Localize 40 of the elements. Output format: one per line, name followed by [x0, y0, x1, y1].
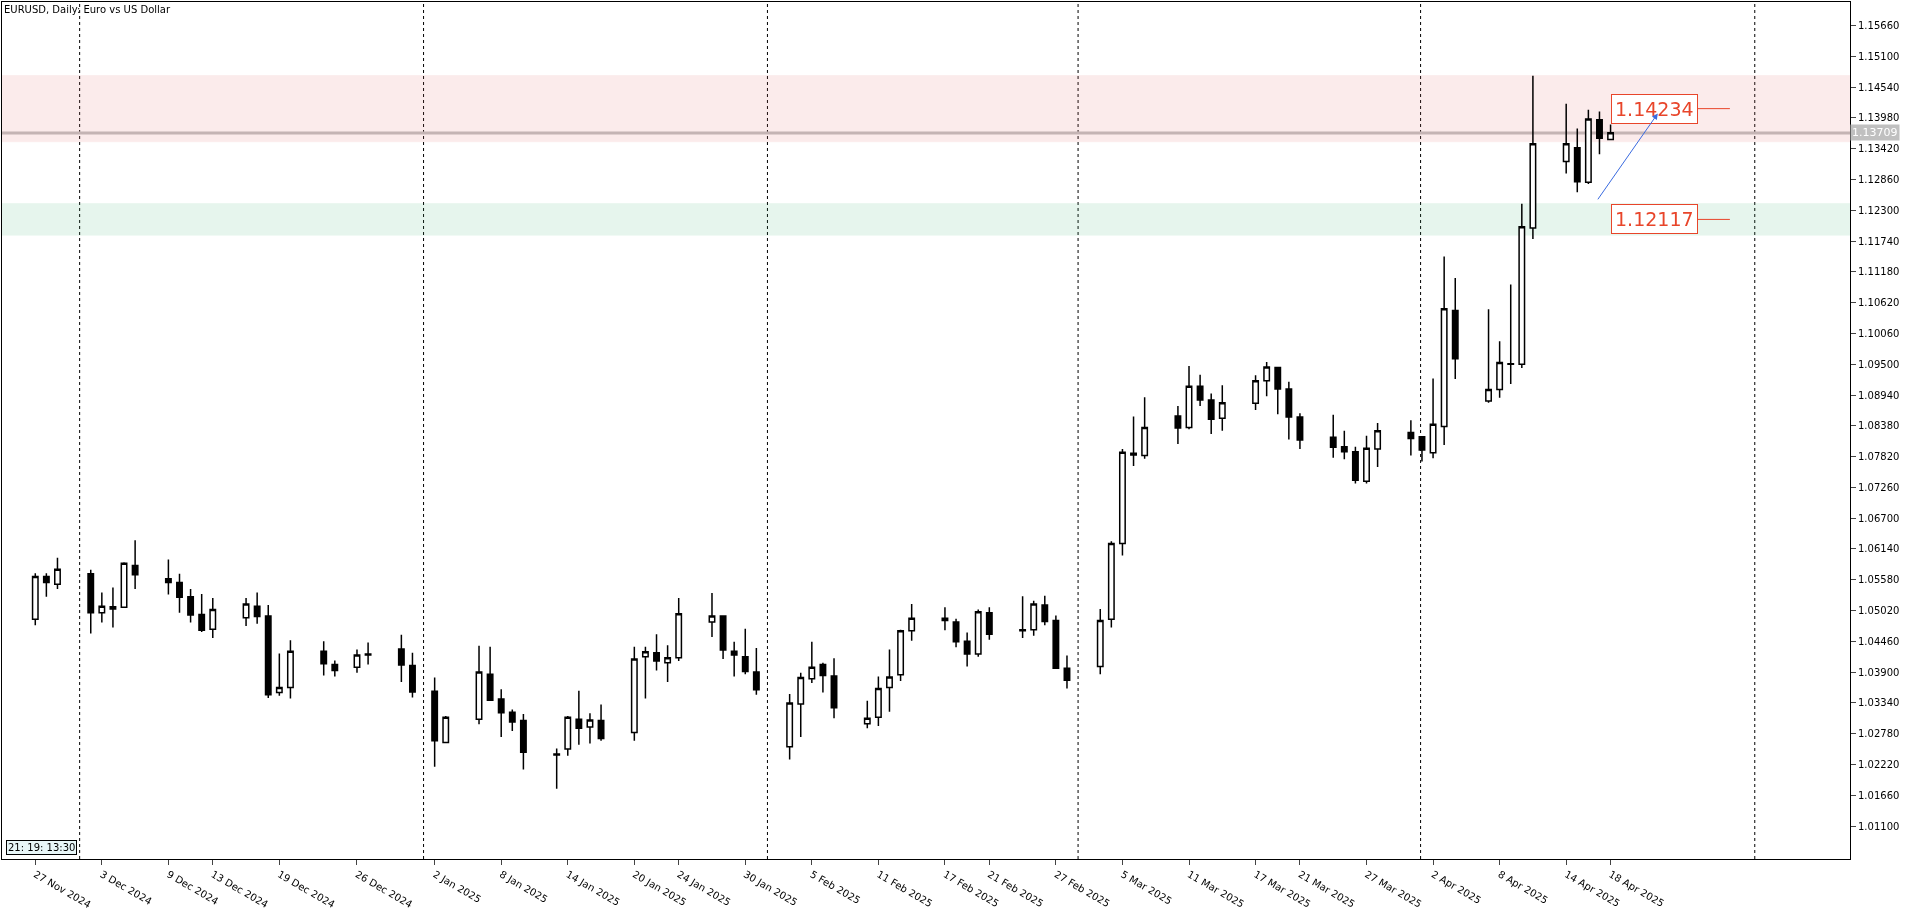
y-tick-label: 1.03340 — [1858, 697, 1900, 709]
y-tick-label: 1.05580 — [1858, 574, 1900, 586]
annotation: 21: 19: 13:30 — [8, 842, 76, 853]
y-tick-label: 1.11180 — [1858, 266, 1900, 278]
chart-title: EURUSD, Daily: Euro vs US Dollar — [4, 4, 171, 15]
y-tick-label: 1.06700 — [1858, 512, 1900, 524]
x-tick-label: 30 Jan 2025 — [741, 868, 800, 909]
y-tick-label: 1.12860 — [1858, 174, 1900, 186]
y-tick-label: 1.11740 — [1858, 235, 1900, 247]
y-tick-label: 1.08940 — [1858, 389, 1900, 401]
x-tick-label: 11 Mar 2025 — [1185, 868, 1246, 910]
y-tick-label: 1.13420 — [1858, 143, 1900, 155]
y-tick-label: 1.01660 — [1858, 789, 1900, 801]
band-label: 1.12117 — [1615, 208, 1694, 230]
ref-line-label: 1.13709 — [1852, 126, 1898, 139]
x-tick-label: 2 Apr 2025 — [1429, 868, 1484, 906]
y-tick-label: 1.08380 — [1858, 420, 1900, 432]
y-tick-label: 1.01100 — [1858, 820, 1900, 832]
y-tick-label: 1.05020 — [1858, 605, 1900, 617]
y-tick-label: 1.12300 — [1858, 204, 1900, 216]
x-tick-label: 8 Jan 2025 — [497, 868, 550, 905]
band-label: 1.14234 — [1615, 98, 1694, 120]
y-tick-label: 1.06140 — [1858, 543, 1900, 555]
x-tick-label: 2 Jan 2025 — [431, 868, 484, 905]
y-tick-label: 1.15660 — [1858, 20, 1900, 32]
y-tick-label: 1.10060 — [1858, 327, 1900, 339]
y-tick-label: 1.10620 — [1858, 297, 1900, 309]
y-tick-label: 1.02220 — [1858, 758, 1900, 770]
y-tick-label: 1.07260 — [1858, 481, 1900, 493]
y-tick-label: 1.03900 — [1858, 666, 1900, 678]
y-tick-label: 1.15100 — [1858, 50, 1900, 62]
y-tick-label: 1.07820 — [1858, 451, 1900, 463]
y-tick-label: 1.13980 — [1858, 112, 1900, 124]
x-tick-label: 8 Apr 2025 — [1496, 868, 1550, 906]
y-tick-label: 1.02780 — [1858, 728, 1900, 740]
x-tick-label: 5 Feb 2025 — [808, 868, 863, 906]
y-tick-label: 1.14540 — [1858, 81, 1900, 93]
y-tick-label: 1.09500 — [1858, 358, 1900, 370]
x-tick-label: 14 Jan 2025 — [564, 868, 622, 909]
y-tick-label: 1.04460 — [1858, 635, 1900, 647]
